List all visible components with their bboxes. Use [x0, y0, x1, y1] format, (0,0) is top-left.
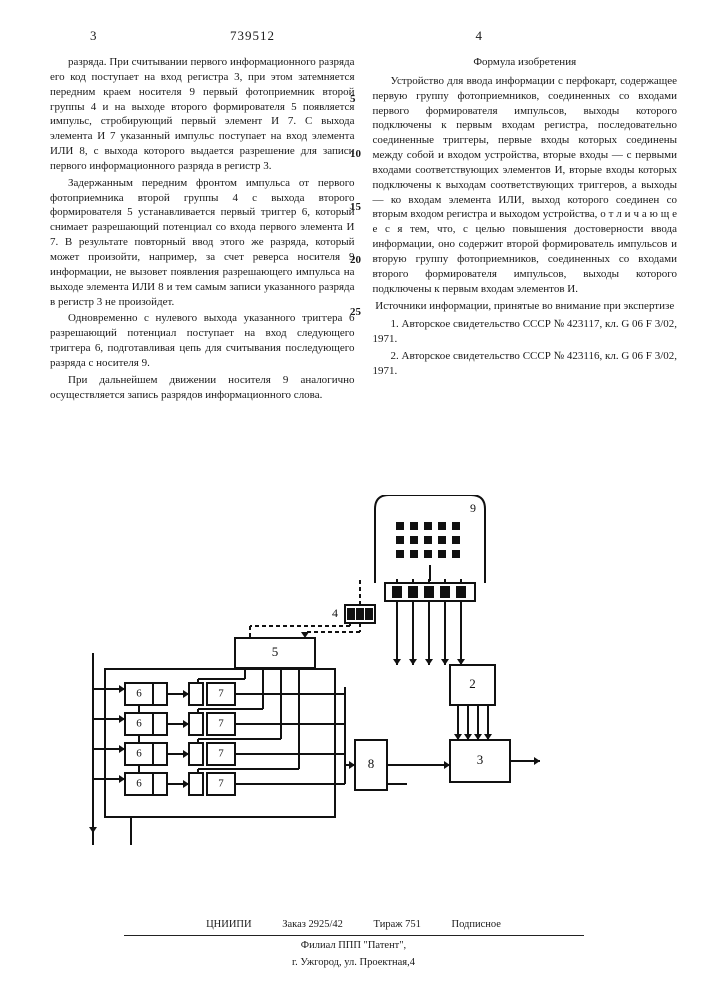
footer-org: ЦНИИПИ — [206, 919, 252, 930]
paragraph: Задержанным передним фронтом импульса от… — [50, 176, 355, 310]
svg-text:7: 7 — [218, 688, 224, 700]
line-number: 5 — [350, 92, 356, 107]
footer-order: Заказ 2925/42 — [282, 919, 343, 930]
footer-subscription: Подписное — [451, 919, 500, 930]
line-number: 10 — [350, 147, 361, 162]
svg-text:2: 2 — [469, 676, 476, 691]
paragraph: разряда. При считывании первого информац… — [50, 55, 355, 174]
claims-heading: Формула изобретения — [373, 55, 678, 70]
page-number-right: 4 — [476, 28, 483, 44]
page-number-left: 3 — [90, 28, 97, 44]
footer-branch: Филиал ППП "Патент", — [0, 938, 707, 955]
paragraph: Устройство для ввода информации с перфок… — [373, 74, 678, 297]
document-number: 739512 — [230, 28, 275, 44]
reference: 1. Авторское свидетельство СССР № 423117… — [373, 317, 678, 347]
paragraph: Одновременно с нулевого выхода указанног… — [50, 311, 355, 370]
circuit-diagram: 9 4 5 2 3 8 6 7 6 7 6 7 6 7 — [80, 495, 625, 845]
svg-text:6: 6 — [136, 778, 142, 790]
svg-text:7: 7 — [218, 748, 224, 760]
footer-rule — [124, 935, 584, 936]
svg-text:6: 6 — [136, 748, 142, 760]
line-number: 25 — [350, 305, 361, 320]
svg-text:8: 8 — [368, 756, 375, 771]
svg-text:6: 6 — [136, 688, 142, 700]
svg-text:3: 3 — [477, 752, 484, 767]
reference: 2. Авторское свидетельство СССР № 423116… — [373, 349, 678, 379]
line-number: 20 — [350, 253, 361, 268]
right-column: Формула изобретения Устройство для ввода… — [373, 55, 678, 404]
svg-text:9: 9 — [470, 501, 476, 515]
footer-address: г. Ужгород, ул. Проектная,4 — [0, 955, 707, 972]
imprint-footer: ЦНИИПИ Заказ 2925/42 Тираж 751 Подписное… — [0, 917, 707, 972]
svg-text:7: 7 — [218, 718, 224, 730]
sources-heading: Источники информации, принятые во вниман… — [373, 299, 678, 314]
svg-text:6: 6 — [136, 718, 142, 730]
line-number: 15 — [350, 200, 361, 215]
left-column: разряда. При считывании первого информац… — [50, 55, 355, 404]
footer-tirage: Тираж 751 — [374, 919, 421, 930]
svg-text:4: 4 — [332, 606, 338, 620]
text-columns: разряда. При считывании первого информац… — [50, 55, 677, 404]
svg-text:5: 5 — [272, 644, 279, 659]
svg-text:7: 7 — [218, 778, 224, 790]
paragraph: При дальнейшем движении носителя 9 анало… — [50, 373, 355, 403]
patent-page: 3 739512 4 5 10 15 20 25 разряда. При сч… — [0, 0, 707, 1000]
